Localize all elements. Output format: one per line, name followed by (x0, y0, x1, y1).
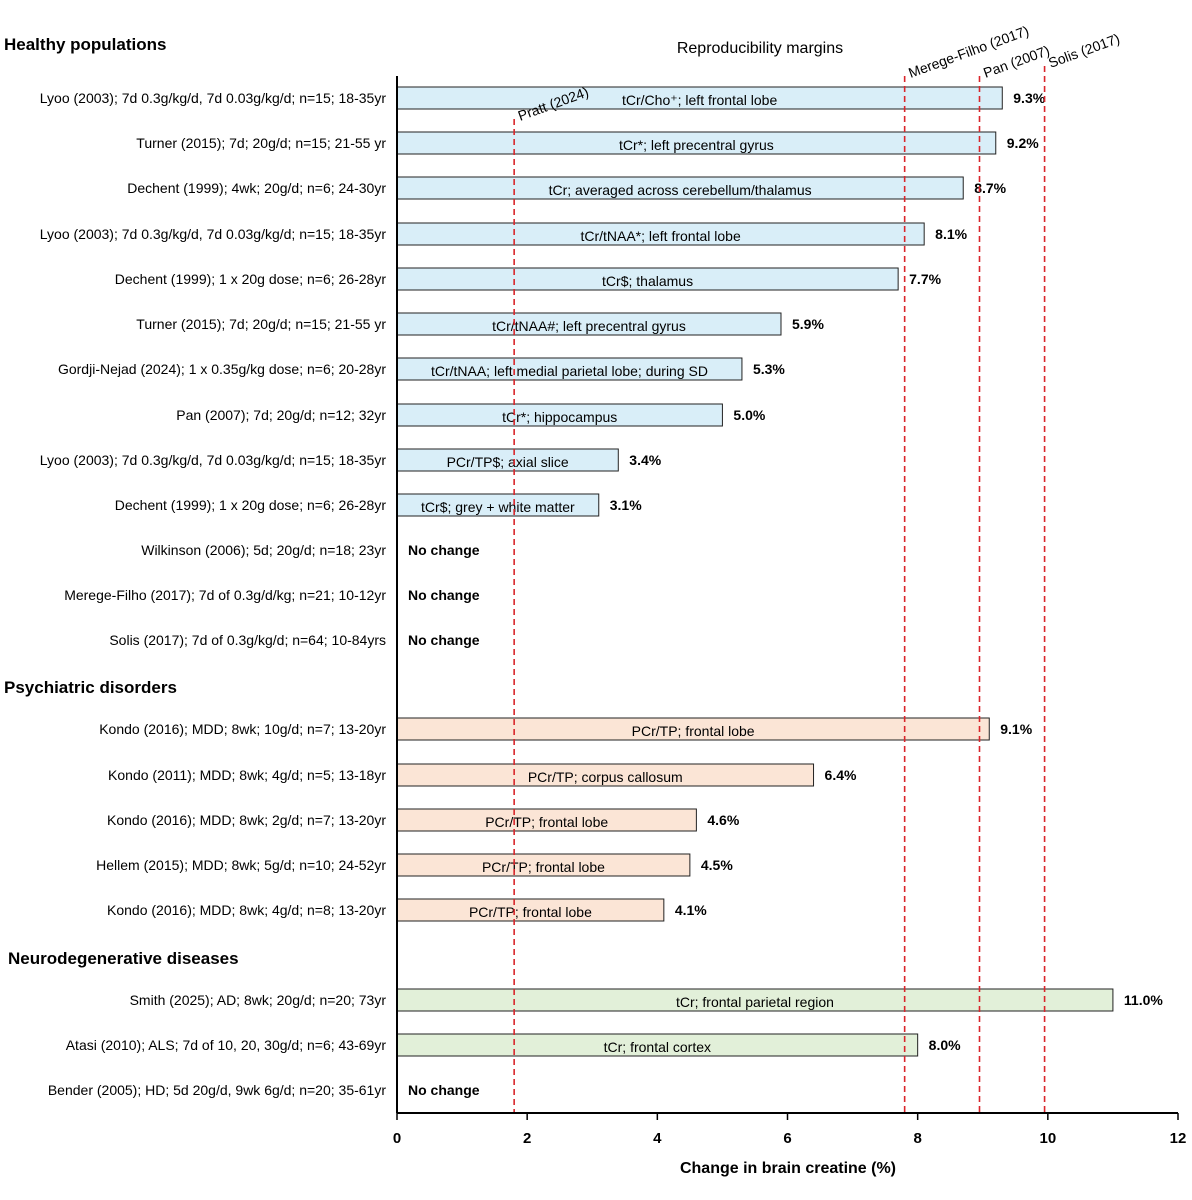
bar-measure-label: tCr*; hippocampus (502, 409, 617, 425)
no-change-label: No change (408, 542, 480, 558)
bar-value-label: 9.2% (1007, 135, 1039, 151)
study-label: Lyoo (2003); 7d 0.3g/kg/d, 7d 0.03g/kg/d… (40, 90, 387, 106)
no-change-label: No change (408, 632, 480, 648)
bar-value-label: 6.4% (825, 767, 857, 783)
study-label: Gordji-Nejad (2024); 1 x 0.35g/kg dose; … (58, 361, 386, 377)
study-label: Kondo (2016); MDD; 8wk; 2g/d; n=7; 13-20… (107, 812, 386, 828)
study-label: Smith (2025); AD; 8wk; 20g/d; n=20; 73yr (130, 992, 387, 1008)
bar-measure-label: tCr; averaged across cerebellum/thalamus (549, 182, 812, 198)
study-label: Kondo (2011); MDD; 8wk; 4g/d; n=5; 13-18… (108, 767, 386, 783)
bar-value-label: 4.6% (707, 812, 739, 828)
x-tick-label: 6 (783, 1130, 791, 1147)
study-label: Lyoo (2003); 7d 0.3g/kg/d, 7d 0.03g/kg/d… (40, 226, 387, 242)
bar-measure-label: tCr/tNAA; left medial parietal lobe; dur… (431, 363, 708, 379)
group-header: Psychiatric disorders (4, 678, 177, 697)
reference-line-layer: Pratt (2024)Merege-Filho (2017)Pan (2007… (513, 22, 1122, 1113)
chart-title: Reproducibility margins (677, 40, 843, 57)
bar-value-label: 3.4% (629, 452, 661, 468)
group-layer: Healthy populations Lyoo (2003); 7d 0.3g/… (4, 35, 386, 1098)
bar-value-label: 5.9% (792, 316, 824, 332)
study-label: Pan (2007); 7d; 20g/d; n=12; 32yr (176, 407, 386, 423)
x-tick-label: 2 (523, 1130, 531, 1147)
study-label: Kondo (2016); MDD; 8wk; 4g/d; n=8; 13-20… (107, 902, 386, 918)
study-label: Lyoo (2003); 7d 0.3g/kg/d, 7d 0.03g/kg/d… (40, 452, 387, 468)
study-label: Solis (2017); 7d of 0.3g/kg/d; n=64; 10-… (109, 632, 386, 648)
group-header: Healthy populations (4, 35, 166, 54)
group-header: Neurodegenerative diseases (8, 949, 239, 968)
reference-line-label: Solis (2017) (1046, 30, 1122, 71)
reference-line-label: Merege-Filho (2017) (906, 22, 1031, 80)
study-label: Wilkinson (2006); 5d; 20g/d; n=18; 23yr (141, 542, 386, 558)
bar-measure-label: tCr; frontal parietal region (676, 994, 834, 1010)
x-axis-title: Change in brain creatine (%) (680, 1160, 896, 1177)
x-tick-label: 4 (653, 1130, 662, 1147)
bar-value-label: 4.1% (675, 902, 707, 918)
x-tick-label: 10 (1039, 1130, 1056, 1147)
bar-value-label: 8.7% (974, 180, 1006, 196)
study-label: Hellem (2015); MDD; 8wk; 5g/d; n=10; 24-… (96, 857, 386, 873)
bar-value-label: 11.0% (1124, 992, 1163, 1008)
bar-measure-label: tCr/tNAA#; left precentral gyrus (492, 318, 686, 334)
study-label: Atasi (2010); ALS; 7d of 10, 20, 30g/d; … (66, 1037, 387, 1053)
bar-measure-label: PCr/TP; frontal lobe (469, 904, 592, 920)
study-label: Turner (2015); 7d; 20g/d; n=15; 21-55 yr (136, 316, 386, 332)
bar-layer: tCr/Cho⁺; left frontal lobe 9.3% tCr*; lef… (396, 86, 1163, 1098)
bar-measure-label: PCr/TP$; axial slice (447, 454, 569, 470)
x-tick-label: 12 (1170, 1130, 1187, 1147)
study-label: Kondo (2016); MDD; 8wk; 10g/d; n=7; 13-2… (99, 721, 386, 737)
bar-measure-label: PCr/TP; frontal lobe (632, 723, 755, 739)
study-label: Merege-Filho (2017); 7d of 0.3g/d/kg; n=… (64, 587, 386, 603)
bar-measure-label: tCr/Cho⁺; left frontal lobe (622, 92, 777, 108)
study-label: Dechent (1999); 1 x 20g dose; n=6; 26-28… (115, 497, 387, 513)
bar-measure-label: PCr/TP; frontal lobe (485, 814, 608, 830)
x-tick-label: 8 (913, 1130, 921, 1147)
bar-value-label: 9.1% (1000, 721, 1032, 737)
study-label: Turner (2015); 7d; 20g/d; n=15; 21-55 yr (136, 135, 386, 151)
no-change-label: No change (408, 587, 480, 603)
bar-value-label: 8.1% (935, 226, 967, 242)
bar-measure-label: tCr$; grey + white matter (421, 499, 575, 515)
x-axis: 0 2 4 6 8 10 12 (393, 76, 1187, 1147)
bar-measure-label: tCr/tNAA*; left frontal lobe (580, 228, 741, 244)
bar-measure-label: tCr; frontal cortex (604, 1039, 711, 1055)
no-change-label: No change (408, 1082, 480, 1098)
study-label: Dechent (1999); 1 x 20g dose; n=6; 26-28… (115, 271, 387, 287)
bar-value-label: 4.5% (701, 857, 733, 873)
bar-value-label: 3.1% (610, 497, 642, 513)
study-label: Dechent (1999); 4wk; 20g/d; n=6; 24-30yr (127, 180, 386, 196)
bar-measure-label: PCr/TP; corpus callosum (528, 769, 683, 785)
bar-value-label: 8.0% (929, 1037, 961, 1053)
x-tick-label: 0 (393, 1130, 401, 1147)
bar-value-label: 9.3% (1013, 90, 1045, 106)
bar-value-label: 5.3% (753, 361, 785, 377)
bar-value-label: 5.0% (733, 407, 765, 423)
bar-measure-label: tCr*; left precentral gyrus (619, 137, 774, 153)
bar-measure-label: tCr$; thalamus (602, 273, 693, 289)
bar-measure-label: PCr/TP; frontal lobe (482, 859, 605, 875)
study-label: Bender (2005); HD; 5d 20g/d, 9wk 6g/d; n… (48, 1082, 386, 1098)
bar-value-label: 7.7% (909, 271, 941, 287)
